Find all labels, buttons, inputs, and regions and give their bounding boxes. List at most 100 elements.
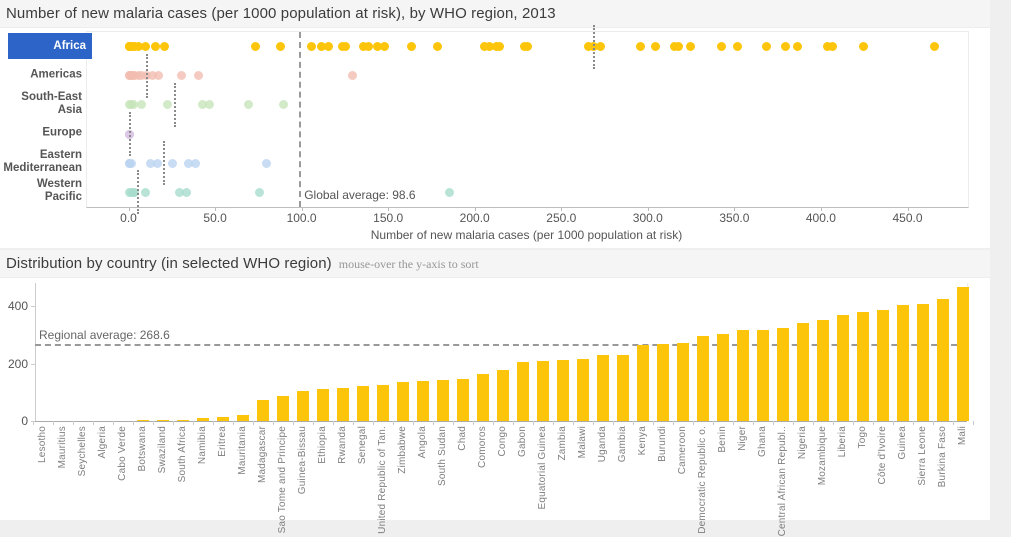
bar-sierra-leone[interactable] <box>916 304 929 421</box>
country-label-zambia[interactable]: Zambia <box>556 426 568 461</box>
dot-africa[interactable] <box>793 42 803 52</box>
dot-africa[interactable] <box>372 42 382 52</box>
y-tick-label[interactable]: 400 <box>7 299 28 313</box>
bar-mali[interactable] <box>956 287 969 421</box>
dot-americas[interactable] <box>137 71 147 81</box>
country-label-niger[interactable]: Niger <box>736 426 748 451</box>
dot-south-east-asia[interactable] <box>204 100 214 110</box>
country-label-gambia[interactable]: Gambia <box>616 426 628 463</box>
dot-western-pacific[interactable] <box>445 187 455 197</box>
bar-ethiopia[interactable] <box>316 389 329 421</box>
bar-gambia[interactable] <box>616 355 629 421</box>
country-label-mozambique[interactable]: Mozambique <box>816 426 828 486</box>
bar-cameroon[interactable] <box>676 343 689 421</box>
country-label-liberia[interactable]: Liberia <box>836 426 848 458</box>
bar-south-sudan[interactable] <box>436 380 449 421</box>
dot-south-east-asia[interactable] <box>244 100 254 110</box>
dot-americas[interactable] <box>147 71 157 81</box>
dot-africa[interactable] <box>485 42 494 52</box>
bar-uganda[interactable] <box>596 355 609 421</box>
dot-africa[interactable] <box>827 42 837 52</box>
country-label-burkina-faso[interactable]: Burkina Faso <box>936 426 948 488</box>
region-label-africa[interactable]: Africa <box>8 32 92 59</box>
country-label-cabo-verde[interactable]: Cabo Verde <box>116 426 128 481</box>
bar-equatorial-guinea[interactable] <box>536 361 549 421</box>
bar-guinea-bissau[interactable] <box>296 391 309 421</box>
dot-eastern-mediterranean[interactable] <box>126 158 136 168</box>
country-label-nigeria[interactable]: Nigeria <box>796 426 808 460</box>
country-label-equatorial-guinea[interactable]: Equatorial Guinea <box>536 426 548 510</box>
dot-africa[interactable] <box>407 42 417 52</box>
bar-malawi[interactable] <box>576 359 589 421</box>
country-label-senegal[interactable]: Senegal <box>356 426 368 465</box>
bar-mauritania[interactable] <box>236 415 249 421</box>
dot-south-east-asia[interactable] <box>128 100 138 110</box>
country-label-swaziland[interactable]: Swaziland <box>156 426 168 474</box>
dot-south-east-asia[interactable] <box>137 100 147 110</box>
country-label-lesotho[interactable]: Lesotho <box>36 426 48 463</box>
dot-south-east-asia[interactable] <box>163 100 173 110</box>
bar-chad[interactable] <box>456 379 469 421</box>
country-label-seychelles[interactable]: Seychelles <box>76 426 88 477</box>
dot-south-east-asia[interactable] <box>197 100 207 110</box>
dot-africa[interactable] <box>358 42 368 52</box>
dot-africa[interactable] <box>685 42 695 52</box>
country-label-united-republic-of-tan[interactable]: United Republic of Tan. <box>376 426 388 534</box>
dot-africa[interactable] <box>159 42 169 52</box>
dot-eastern-mediterranean[interactable] <box>190 158 200 168</box>
dot-western-pacific[interactable] <box>140 187 150 197</box>
country-label-central-african-republ[interactable]: Central African Republ.. <box>776 426 788 537</box>
bar-c-te-d-ivoire[interactable] <box>876 310 889 421</box>
dot-africa[interactable] <box>275 42 285 52</box>
dot-eastern-mediterranean[interactable] <box>183 158 193 168</box>
bar-liberia[interactable] <box>836 315 849 421</box>
dot-africa[interactable] <box>822 42 832 52</box>
dot-africa[interactable] <box>251 42 261 52</box>
country-label-chad[interactable]: Chad <box>456 426 468 451</box>
bar-south-africa[interactable] <box>176 420 189 421</box>
dot-eastern-mediterranean[interactable] <box>145 158 155 168</box>
bar-namibia[interactable] <box>196 418 209 421</box>
country-label-uganda[interactable]: Uganda <box>596 426 608 463</box>
country-label-kenya[interactable]: Kenya <box>636 426 648 456</box>
bar-congo[interactable] <box>496 370 509 421</box>
region-label-south-east-asia[interactable]: South-East Asia <box>21 90 82 116</box>
dot-africa[interactable] <box>635 42 645 52</box>
dot-africa[interactable] <box>732 42 742 52</box>
country-label-botswana[interactable]: Botswana <box>136 426 148 472</box>
y-tick-label[interactable]: 0 <box>21 414 28 428</box>
dot-western-pacific[interactable] <box>130 187 140 197</box>
dot-africa[interactable] <box>583 42 593 52</box>
bar-eritrea[interactable] <box>216 417 229 421</box>
country-label-malawi[interactable]: Malawi <box>576 426 588 459</box>
bar-united-republic-of-tan[interactable] <box>376 385 389 421</box>
dot-americas[interactable] <box>194 71 204 81</box>
bar-gabon[interactable] <box>516 362 529 421</box>
bar-zambia[interactable] <box>556 360 569 421</box>
country-label-south-africa[interactable]: South Africa <box>176 426 188 483</box>
bar-madagascar[interactable] <box>256 400 269 421</box>
dot-africa[interactable] <box>433 42 443 52</box>
bar-comoros[interactable] <box>476 374 489 421</box>
country-label-burundi[interactable]: Burundi <box>656 426 668 462</box>
bar-central-african-republ[interactable] <box>776 328 789 421</box>
country-label-gabon[interactable]: Gabon <box>516 426 528 458</box>
bar-democratic-republic-o[interactable] <box>696 336 709 421</box>
country-label-namibia[interactable]: Namibia <box>196 426 208 465</box>
dot-africa[interactable] <box>479 42 489 52</box>
dot-eastern-mediterranean[interactable] <box>168 158 178 168</box>
dot-africa[interactable] <box>929 42 939 52</box>
bar-zimbabwe[interactable] <box>396 382 409 421</box>
dot-africa[interactable] <box>363 42 373 52</box>
dot-africa[interactable] <box>317 42 327 52</box>
country-label-algeria[interactable]: Algeria <box>96 426 108 459</box>
bar-rwanda[interactable] <box>336 388 349 421</box>
dot-americas[interactable] <box>348 71 358 81</box>
dot-africa[interactable] <box>651 42 661 52</box>
bar-sao-tome-and-principe[interactable] <box>276 396 289 421</box>
dot-africa[interactable] <box>523 42 533 52</box>
dot-africa[interactable] <box>341 42 351 52</box>
country-label-mali[interactable]: Mali <box>956 426 968 446</box>
bar-swaziland[interactable] <box>156 420 169 421</box>
bar-botswana[interactable] <box>136 420 149 421</box>
